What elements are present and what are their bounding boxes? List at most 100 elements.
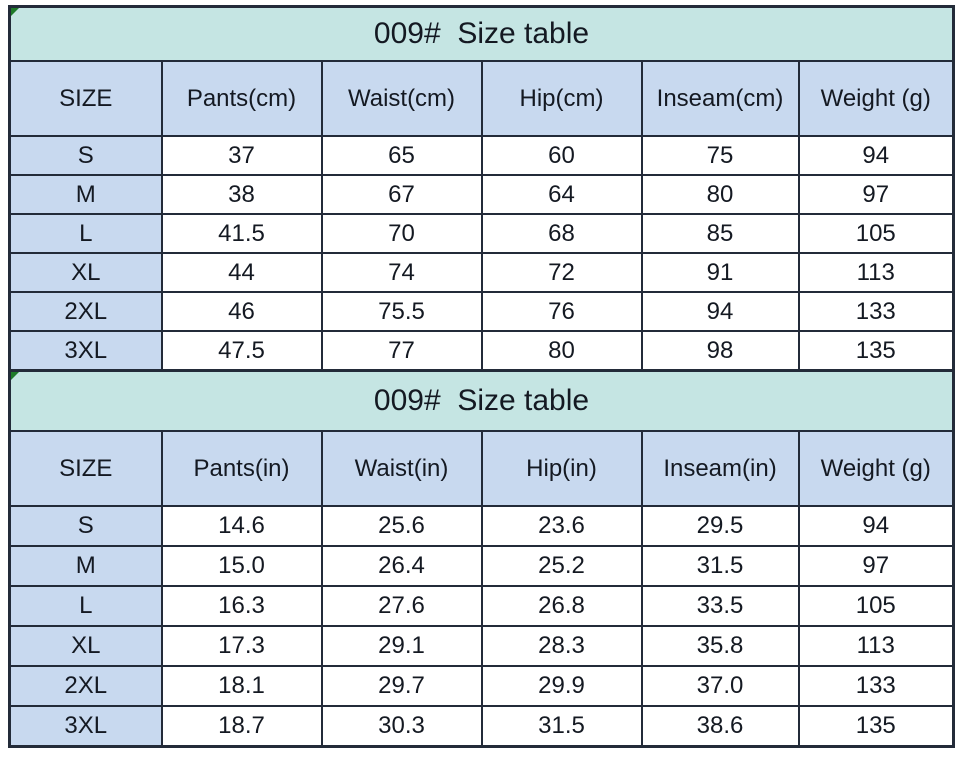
header-hip: Hip(cm)	[480, 60, 643, 137]
value-cell: 25.6	[320, 505, 483, 547]
table-row: 2XL 18.1 29.7 29.9 37.0 133	[8, 665, 955, 707]
header-row: SIZE Pants(in) Waist(in) Hip(in) Inseam(in) W…	[8, 430, 955, 507]
size-label-cell: XL	[8, 252, 163, 293]
size-label-cell: M	[8, 174, 163, 215]
table-row: S 14.6 25.6 23.6 29.5 94	[8, 505, 955, 547]
value-cell: 135	[797, 705, 955, 748]
value-cell: 28.3	[480, 625, 643, 667]
value-cell: 16.3	[160, 585, 323, 627]
cell-corner-triangle-icon	[11, 372, 19, 380]
header-weight: Weight (g)	[797, 430, 955, 507]
value-cell: 38	[160, 174, 323, 215]
size-label-cell: L	[8, 213, 163, 254]
size-label-cell: 3XL	[8, 330, 163, 372]
value-cell: 46	[160, 291, 323, 332]
value-cell: 135	[797, 330, 955, 372]
value-cell: 23.6	[480, 505, 643, 547]
table-row: 2XL 46 75.5 76 94 133	[8, 291, 955, 332]
value-cell: 94	[640, 291, 800, 332]
size-label-cell: L	[8, 585, 163, 627]
value-cell: 15.0	[160, 545, 323, 587]
size-label-cell: XL	[8, 625, 163, 667]
cell-corner-triangle-icon	[11, 8, 19, 16]
value-cell: 29.9	[480, 665, 643, 707]
size-table-in: 009# Size table SIZE Pants(in) Waist(in) Hip…	[8, 369, 955, 748]
value-cell: 41.5	[160, 213, 323, 254]
header-size: SIZE	[8, 60, 163, 137]
table-title-text: 009# Size table	[373, 384, 590, 417]
value-cell: 105	[797, 585, 955, 627]
value-cell: 64	[480, 174, 643, 215]
value-cell: 76	[480, 291, 643, 332]
value-cell: 31.5	[480, 705, 643, 748]
value-cell: 31.5	[640, 545, 800, 587]
table-row: XL 17.3 29.1 28.3 35.8 113	[8, 625, 955, 667]
table-row: 3XL 18.7 30.3 31.5 38.6 135	[8, 705, 955, 748]
value-cell: 37	[160, 135, 323, 176]
table-row: XL 44 74 72 91 113	[8, 252, 955, 293]
value-cell: 68	[480, 213, 643, 254]
size-label-cell: M	[8, 545, 163, 587]
header-size: SIZE	[8, 430, 163, 507]
size-label-cell: 3XL	[8, 705, 163, 748]
table-row: L 16.3 27.6 26.8 33.5 105	[8, 585, 955, 627]
value-cell: 29.5	[640, 505, 800, 547]
value-cell: 113	[797, 625, 955, 667]
value-cell: 29.7	[320, 665, 483, 707]
value-cell: 70	[320, 213, 483, 254]
header-row: SIZE Pants(cm) Waist(cm) Hip(cm) Inseam(cm) W…	[8, 60, 955, 137]
value-cell: 72	[480, 252, 643, 293]
value-cell: 91	[640, 252, 800, 293]
header-hip: Hip(in)	[480, 430, 643, 507]
value-cell: 98	[640, 330, 800, 372]
table-row: M 15.0 26.4 25.2 31.5 97	[8, 545, 955, 587]
value-cell: 18.7	[160, 705, 323, 748]
header-inseam: Inseam(in)	[640, 430, 800, 507]
value-cell: 75	[640, 135, 800, 176]
value-cell: 67	[320, 174, 483, 215]
value-cell: 17.3	[160, 625, 323, 667]
value-cell: 25.2	[480, 545, 643, 587]
value-cell: 77	[320, 330, 483, 372]
table-row: S 37 65 60 75 94	[8, 135, 955, 176]
value-cell: 133	[797, 291, 955, 332]
size-label-cell: S	[8, 135, 163, 176]
value-cell: 44	[160, 252, 323, 293]
value-cell: 65	[320, 135, 483, 176]
title-row: 009# Size table	[8, 369, 955, 432]
header-pants: Pants(cm)	[160, 60, 323, 137]
size-label-cell: S	[8, 505, 163, 547]
title-row: 009# Size table	[8, 5, 955, 62]
value-cell: 97	[797, 545, 955, 587]
table-title-text: 009# Size table	[373, 17, 590, 50]
table-title: 009# Size table	[8, 369, 955, 432]
value-cell: 38.6	[640, 705, 800, 748]
value-cell: 113	[797, 252, 955, 293]
value-cell: 94	[797, 135, 955, 176]
value-cell: 29.1	[320, 625, 483, 667]
table-row: M 38 67 64 80 97	[8, 174, 955, 215]
value-cell: 27.6	[320, 585, 483, 627]
value-cell: 80	[480, 330, 643, 372]
value-cell: 80	[640, 174, 800, 215]
value-cell: 18.1	[160, 665, 323, 707]
header-weight: Weight (g)	[797, 60, 955, 137]
value-cell: 26.8	[480, 585, 643, 627]
value-cell: 74	[320, 252, 483, 293]
value-cell: 14.6	[160, 505, 323, 547]
value-cell: 60	[480, 135, 643, 176]
value-cell: 97	[797, 174, 955, 215]
table-row: L 41.5 70 68 85 105	[8, 213, 955, 254]
value-cell: 75.5	[320, 291, 483, 332]
value-cell: 30.3	[320, 705, 483, 748]
table-title: 009# Size table	[8, 5, 955, 62]
header-pants: Pants(in)	[160, 430, 323, 507]
table-row: 3XL 47.5 77 80 98 135	[8, 330, 955, 372]
header-waist: Waist(in)	[320, 430, 483, 507]
value-cell: 94	[797, 505, 955, 547]
value-cell: 85	[640, 213, 800, 254]
value-cell: 26.4	[320, 545, 483, 587]
value-cell: 105	[797, 213, 955, 254]
header-waist: Waist(cm)	[320, 60, 483, 137]
